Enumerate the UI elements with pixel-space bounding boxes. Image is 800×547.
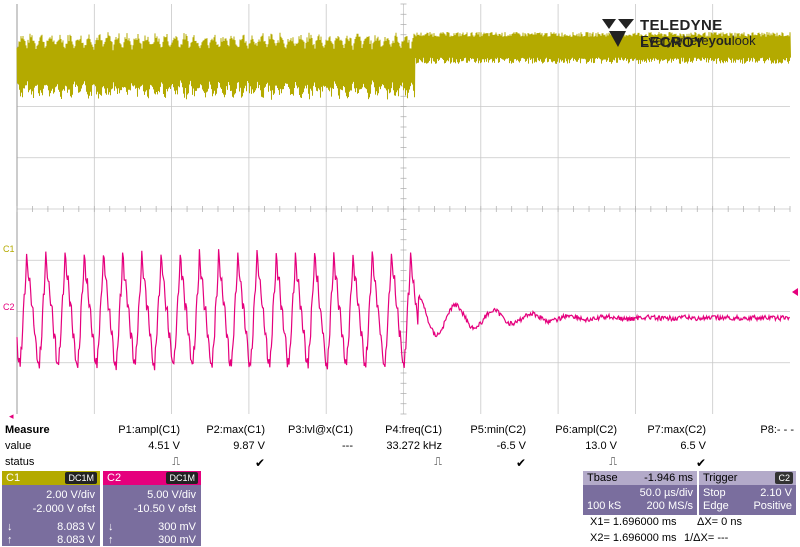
param-value-p4: 33.272 kHz — [386, 440, 442, 452]
trigger-type: Edge — [703, 500, 729, 512]
trigger-level-marker[interactable] — [792, 288, 798, 296]
brand-name: TELEDYNE LECROY — [640, 17, 723, 51]
logo-emblem-icon — [602, 19, 634, 47]
c1-offset: -2.000 V ofst — [32, 503, 95, 515]
c1-descriptor-panel[interactable]: C1 DC1M 2.00 V/div -2.000 V ofst ↓ 8.083… — [2, 471, 100, 546]
param-value-p5: -6.5 V — [496, 440, 526, 452]
tbase-rate: 200 MS/s — [646, 500, 693, 512]
pulse-icon: ⎍ — [434, 456, 442, 468]
trigger-source-badge: C2 — [775, 472, 793, 484]
c2-descriptor-panel[interactable]: C2 DC1M 5.00 V/div -10.50 V ofst ↓ 300 m… — [103, 471, 201, 546]
cursor-x1-readout: X1= 1.696000 ms — [590, 516, 677, 528]
trigger-slope: Positive — [753, 500, 792, 512]
param-label-p1[interactable]: P1:ampl(C1) — [118, 424, 180, 436]
c1-coupling-badge: DC1M — [65, 472, 97, 484]
param-label-p5[interactable]: P5:min(C2) — [470, 424, 526, 436]
param-label-p2[interactable]: P2:max(C1) — [206, 424, 265, 436]
check-icon: ✔ — [695, 456, 706, 470]
trigger-mode: Stop — [703, 487, 726, 499]
trigger-label: Trigger — [703, 472, 738, 484]
c1-panel-name: C1 — [6, 472, 21, 484]
down-arrow-icon: ↓ — [7, 521, 13, 533]
c2-offset: -10.50 V ofst — [133, 503, 196, 515]
c2-channel-marker[interactable]: C2 — [3, 302, 15, 312]
tbase-tdiv: 50.0 µs/div — [639, 487, 693, 499]
tbase-label: Tbase — [587, 472, 618, 484]
c2-trace — [16, 249, 790, 371]
check-icon: ✔ — [515, 456, 526, 470]
cursor-inv-dx-readout: 1/ΔX= --- — [684, 532, 729, 544]
param-label-p4[interactable]: P4:freq(C1) — [385, 424, 442, 436]
c2-cursor1-value: 300 mV — [158, 521, 196, 533]
trigger-level: 2.10 V — [760, 487, 792, 499]
brand-tagline: Everywhereyoulook — [640, 33, 756, 48]
param-label-p6[interactable]: P6:ampl(C2) — [555, 424, 617, 436]
check-icon: ✔ — [254, 456, 265, 470]
c1-cursor2-value: 8.083 V — [57, 534, 95, 546]
cursor-x2-readout: X2= 1.696000 ms — [590, 532, 677, 544]
pulse-icon: ⎍ — [172, 456, 180, 468]
tbase-delay: -1.946 ms — [644, 472, 693, 484]
c1-trace — [16, 31, 791, 100]
param-value-p2: 9.87 V — [233, 440, 265, 452]
param-value-p7: 6.5 V — [680, 440, 706, 452]
c1-vdiv: 2.00 V/div — [46, 489, 95, 501]
tbase-samples: 100 kS — [587, 500, 622, 512]
timebase-panel[interactable]: Tbase -1.946 ms 50.0 µs/div 100 kS 200 M… — [583, 471, 697, 515]
up-arrow-icon: ↑ — [108, 534, 114, 546]
down-arrow-icon: ↓ — [108, 521, 114, 533]
c1-channel-marker[interactable]: C1 — [3, 244, 15, 254]
param-label-p7[interactable]: P7:max(C2) — [647, 424, 706, 436]
c1-cursor1-value: 8.083 V — [57, 521, 95, 533]
cursor-dx-readout: ΔX= 0 ns — [697, 516, 742, 528]
trigger-panel[interactable]: Trigger C2 Stop 2.10 V Edge Positive — [699, 471, 796, 515]
param-value-p3: --- — [342, 440, 353, 452]
param-value-p1: 4.51 V — [148, 440, 180, 452]
scope-display: ◂ — [9, 3, 798, 420]
param-label-p3[interactable]: P3:lvl@x(C1) — [288, 424, 353, 436]
c2-coupling-badge: DC1M — [166, 472, 198, 484]
status-row-label: status — [5, 456, 35, 468]
pulse-icon: ⎍ — [609, 456, 617, 468]
value-row-label: value — [5, 440, 32, 452]
measure-table: Measure P1:ampl(C1) P2:max(C1) P3:lvl@x(… — [0, 424, 800, 470]
trigger-position-marker[interactable]: ◂ — [9, 411, 14, 420]
up-arrow-icon: ↑ — [7, 534, 13, 546]
teledyne-lecroy-logo: TELEDYNE LECROY Everywhereyoulook — [600, 15, 790, 51]
c2-cursor2-value: 300 mV — [158, 534, 196, 546]
param-value-p6: 13.0 V — [585, 440, 617, 452]
param-label-p8[interactable]: P8:- - - — [760, 424, 794, 436]
c2-panel-name: C2 — [107, 472, 122, 484]
measure-title: Measure — [5, 424, 50, 436]
c2-vdiv: 5.00 V/div — [147, 489, 196, 501]
